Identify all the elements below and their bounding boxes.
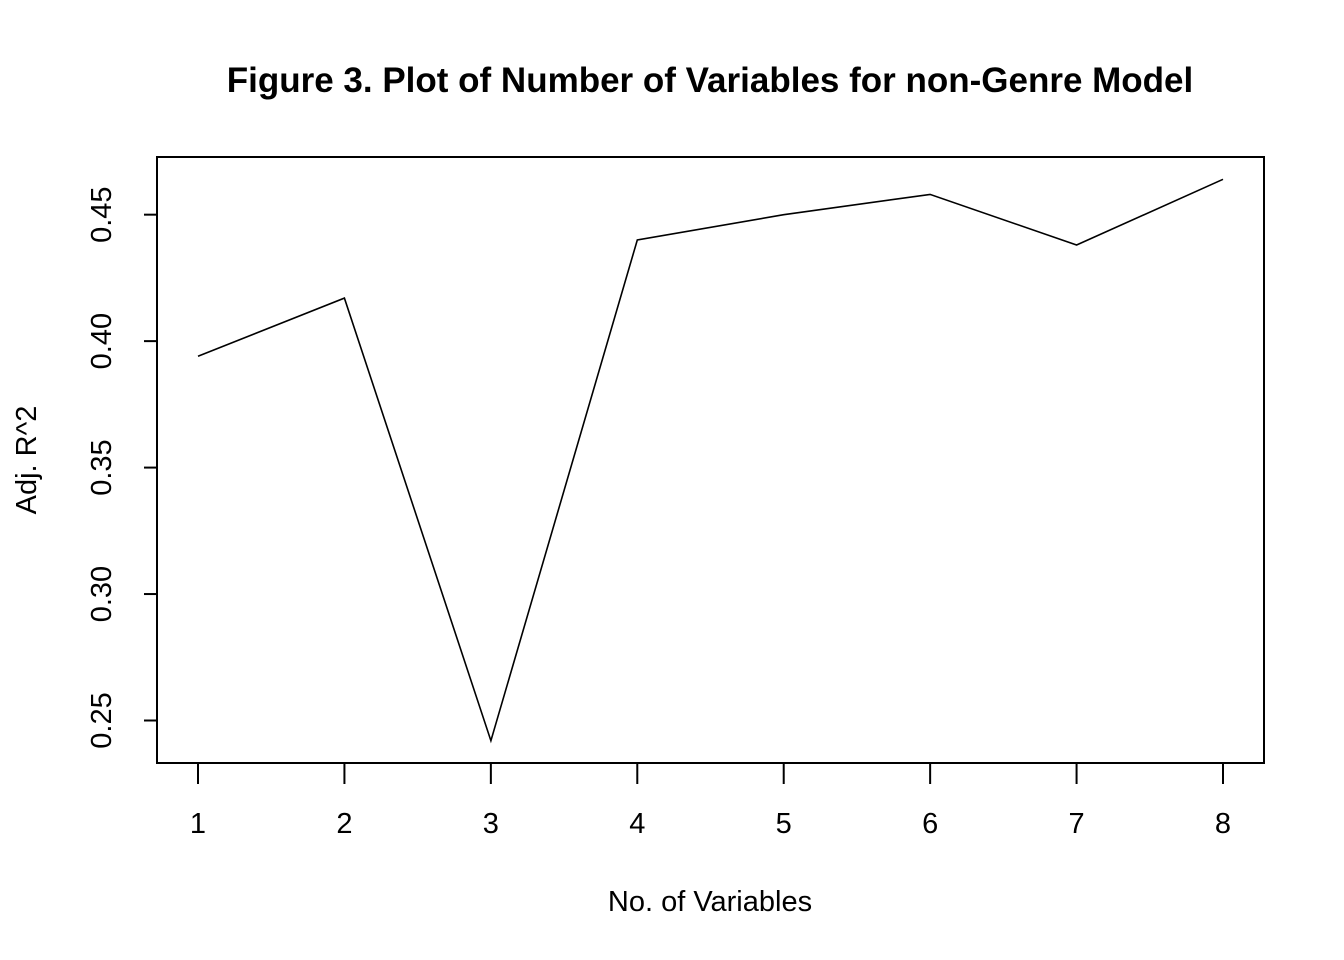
- x-tick-label: 3: [483, 808, 499, 840]
- x-tick-label: 2: [336, 808, 352, 840]
- x-tick-label: 1: [190, 808, 206, 840]
- x-tick-label: 6: [922, 808, 938, 840]
- y-tick-label: 0.35: [86, 439, 118, 495]
- y-tick-label: 0.30: [86, 566, 118, 622]
- x-axis-label: No. of Variables: [608, 886, 812, 918]
- series-layer: [197, 178, 1224, 744]
- x-tick-label: 7: [1069, 808, 1085, 840]
- chart-title: Figure 3. Plot of Number of Variables fo…: [227, 61, 1194, 100]
- x-tick-label: 8: [1215, 808, 1231, 840]
- x-tick-label: 4: [629, 808, 645, 840]
- x-axis: 1 2 3 4 5 6 7 8: [190, 763, 1231, 840]
- plot-frame: [156, 156, 1265, 764]
- y-axis-label: Adj. R^2: [11, 406, 43, 515]
- series-line: [197, 178, 1224, 744]
- y-tick-label: 0.45: [86, 186, 118, 242]
- y-tick-label: 0.40: [86, 313, 118, 369]
- y-axis: 0.25 0.30 0.35 0.40 0.45: [86, 186, 157, 749]
- x-tick-label: 5: [776, 808, 792, 840]
- y-tick-label: 0.25: [86, 692, 118, 748]
